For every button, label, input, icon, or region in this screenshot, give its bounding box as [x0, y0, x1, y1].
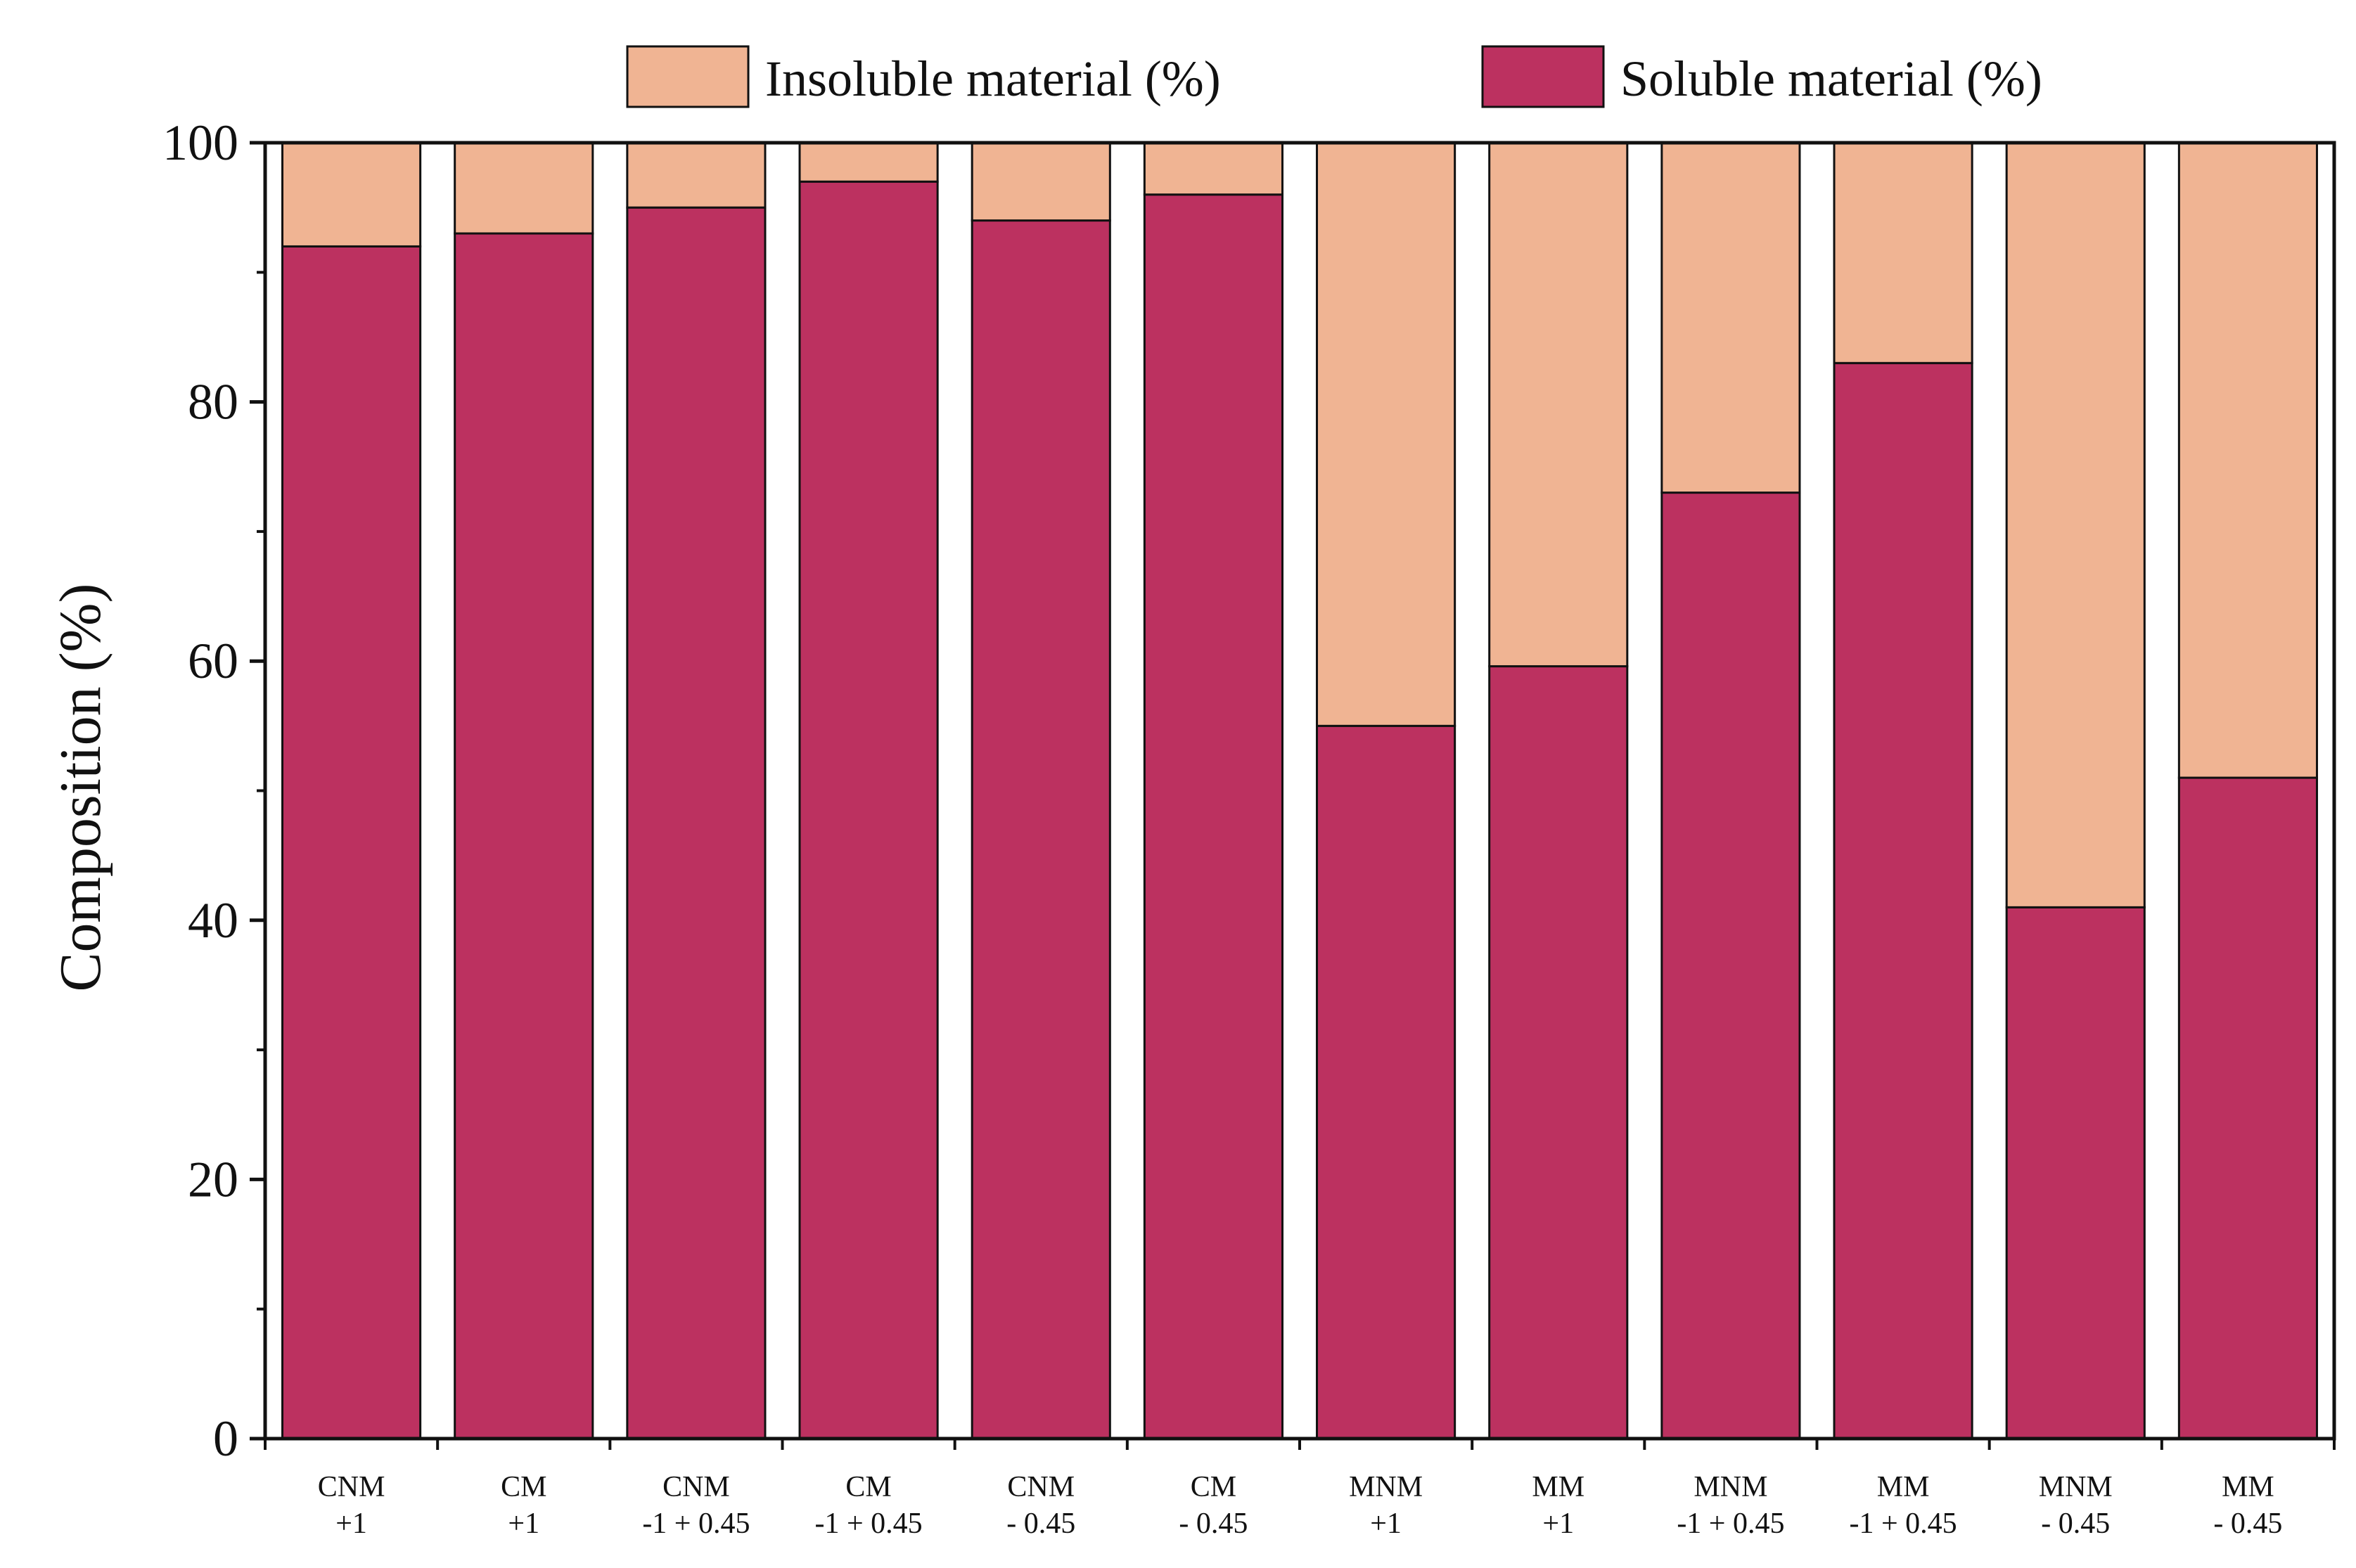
legend-swatch-soluble: [1481, 45, 1605, 108]
x-category-label-line2: +1: [1370, 1508, 1402, 1540]
legend-swatch-insoluble: [626, 45, 750, 108]
legend-label-soluble: Soluble material (%): [1620, 51, 2042, 107]
x-category-label-line2: - 0.45: [2041, 1508, 2110, 1540]
bar-insoluble-4: [798, 141, 939, 183]
bar-soluble-6: [1143, 193, 1283, 1440]
bar-soluble-10: [1833, 361, 1973, 1440]
x-category-label-line1: MM: [1532, 1471, 1584, 1503]
x-category-label-line1: MM: [2222, 1471, 2274, 1503]
y-tick-label: 100: [162, 115, 238, 171]
y-tick-label: 20: [188, 1151, 238, 1207]
y-tick-label: 80: [188, 374, 238, 430]
x-category-label-line1: CNM: [1007, 1471, 1075, 1503]
bar-insoluble-1: [281, 141, 422, 248]
bar-soluble-5: [971, 219, 1111, 1440]
bar-soluble-1: [281, 245, 422, 1440]
x-category-label-line2: - 0.45: [2213, 1508, 2282, 1540]
bar-soluble-2: [454, 232, 594, 1440]
x-axis: CNM +1 CM +1 CNM -1 + 0.45 CM -1 + 0.45 CNM - 0.4…: [264, 1439, 2336, 1540]
plot-frame: [263, 141, 2336, 1441]
y-tick-label: 0: [213, 1410, 238, 1467]
bar-insoluble-8: [1488, 141, 1629, 668]
x-category-label-line2: +1: [508, 1508, 539, 1540]
x-category-label-line2: -1 + 0.45: [642, 1508, 750, 1540]
bar-insoluble-6: [1143, 141, 1283, 196]
x-category-label-line2: - 0.45: [1179, 1508, 1248, 1540]
x-category-label-line2: -1 + 0.45: [1677, 1508, 1784, 1540]
bar-insoluble-12: [2177, 141, 2318, 779]
x-category-label-line2: -1 + 0.45: [814, 1508, 922, 1540]
bar-soluble-9: [1660, 491, 1801, 1440]
y-tick-label: 40: [188, 892, 238, 949]
bar-insoluble-7: [1316, 141, 1457, 727]
bar-soluble-7: [1316, 724, 1457, 1440]
y-axis: 0 20 40 60 80 100: [162, 115, 265, 1467]
x-category-label-line1: CNM: [318, 1471, 385, 1503]
x-category-label-line1: CNM: [662, 1471, 730, 1503]
bar-insoluble-11: [2005, 141, 2146, 908]
x-category-label-line2: -1 + 0.45: [1849, 1508, 1957, 1540]
bar-soluble-3: [626, 206, 767, 1440]
x-category-label-line1: CM: [501, 1471, 546, 1503]
bars: [281, 141, 2318, 1440]
x-category-label-line1: MNM: [1694, 1471, 1767, 1503]
bar-soluble-8: [1488, 665, 1629, 1440]
legend: Insoluble material (%) Soluble material …: [626, 45, 2042, 108]
x-category-label-line1: MNM: [1349, 1471, 1423, 1503]
x-category-label-line1: CM: [1191, 1471, 1236, 1503]
x-category-label-line1: MNM: [2039, 1471, 2113, 1503]
legend-label-insoluble: Insoluble material (%): [765, 51, 1221, 107]
bar-insoluble-5: [971, 141, 1111, 222]
bar-soluble-12: [2177, 776, 2318, 1440]
bar-soluble-4: [798, 180, 939, 1440]
bar-insoluble-2: [454, 141, 594, 235]
y-axis-title: Composition (%): [48, 584, 113, 992]
bar-insoluble-10: [1833, 141, 1973, 364]
bar-insoluble-3: [626, 141, 767, 209]
x-category-label-line1: CM: [845, 1471, 891, 1503]
x-category-label-line2: +1: [1542, 1508, 1574, 1540]
bar-insoluble-9: [1660, 141, 1801, 494]
x-category-label-line2: +1: [335, 1508, 367, 1540]
y-tick-label: 60: [188, 633, 238, 689]
x-category-label-line1: MM: [1877, 1471, 1930, 1503]
bar-soluble-11: [2005, 906, 2146, 1440]
x-category-label-line2: - 0.45: [1006, 1508, 1075, 1540]
